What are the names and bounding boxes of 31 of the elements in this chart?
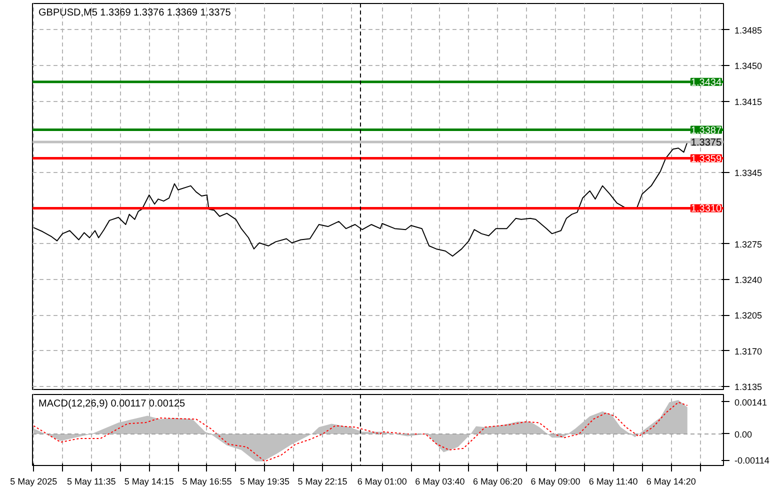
y-tick-label: -0.00114 [734,456,770,466]
x-tick-label: 5 May 11:35 [66,476,116,486]
chart-title: MACD(12,26,9) 0.00117 0.00125 [38,398,186,410]
ref-line-label: 1.3387 [690,125,722,136]
ref-line-label: 1.3375 [690,138,722,149]
x-tick-label: 5 May 16:55 [182,476,232,486]
chart-title: GBPUSD,M5 1.3369 1.3376 1.3369 1.3375 [38,8,232,18]
y-tick-label: 0.00 [734,429,752,440]
x-tick-label: 5 May 14:15 [124,476,174,486]
y-tick-label: 1.3240 [734,275,762,286]
y-tick-label: 0.00141 [734,397,768,408]
x-tick-label: 6 May 03:40 [415,476,465,486]
ref-line-label: 1.3310 [690,204,722,215]
x-tick-label: 5 May 22:15 [298,476,348,486]
ref-line-label: 1.3434 [690,77,722,88]
x-tick-label: 6 May 14:20 [646,476,696,486]
y-tick-label: 1.3275 [734,239,762,250]
y-tick-label: 1.3205 [734,310,762,321]
y-tick-label: 1.3170 [734,346,762,356]
x-tick-label: 5 May 19:35 [240,476,290,486]
x-tick-label: 5 May 2025 [10,476,58,486]
ref-line-label: 1.3359 [690,154,722,165]
y-tick-label: 1.3485 [734,25,762,36]
y-tick-label: 1.3450 [734,61,762,72]
x-tick-label: 6 May 01:00 [357,476,407,486]
y-tick-label: 1.3415 [734,96,762,107]
x-tick-label: 6 May 06:20 [472,476,523,486]
x-tick-label: 6 May 09:00 [530,476,580,486]
y-tick-label: 1.3345 [734,168,762,178]
x-tick-label: 6 May 11:40 [588,476,638,486]
y-tick-label: 1.3135 [734,382,762,392]
